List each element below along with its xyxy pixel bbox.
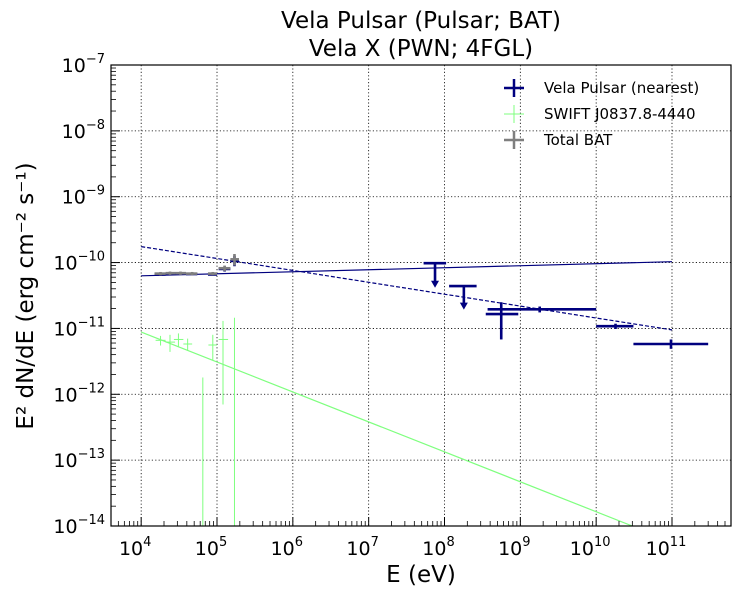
legend-entry-swift: SWIFT J0837.8-4440 [504,105,696,123]
vela-pulsar-nearest-point [633,339,709,349]
legend-label-swift: SWIFT J0837.8-4440 [544,105,696,123]
y-axis-label: E² dN/dE (erg cm⁻² s⁻¹) [13,162,39,429]
vela-pulsar-nearest-fit-dashed [141,246,673,331]
legend: Vela Pulsar (nearest) SWIFT J0837.8-4440… [504,79,699,149]
legend-label-total-bat: Total BAT [543,131,613,149]
swift-j0837-8-4440-point [183,338,193,351]
y-tick-label: 10−7 [62,52,105,77]
x-tick-label: 1011 [646,535,687,560]
y-tick-label: 10−10 [53,250,105,275]
total-bat-point [218,265,231,272]
total-bat-point [175,271,186,275]
swift-j0837-8-4440-point [208,334,218,361]
legend-entry-total-bat: Total BAT [504,131,613,149]
total-bat-point [165,271,176,275]
vela-pulsar-nearest-upper-limit [449,284,477,310]
legend-label-vela-pulsar: Vela Pulsar (nearest) [544,79,699,97]
vela-pulsar-nearest-point [487,306,597,313]
vela-pulsar-nearest-ul-arrowhead [459,302,468,310]
x-tick-label: 108 [422,535,454,560]
total-bat-series [154,253,240,276]
plot-frame [110,64,732,527]
vela-pulsar-nearest-series [154,255,709,349]
total-bat-point [207,271,218,276]
swift-j0837-8-4440-point [155,335,166,346]
vela-pulsar-nearest-point [596,323,634,330]
x-tick-label: 109 [498,535,530,560]
data-series [154,253,709,526]
vela-pulsar-nearest-ul-arrowhead [431,280,440,288]
x-axis-label: E (eV) [386,562,456,588]
x-tick-label: 105 [195,535,227,560]
y-tick-label: 10−8 [62,118,105,143]
vela-pulsar-nearest-upper-limit [423,261,447,288]
y-tick-label: 10−12 [53,381,105,406]
y-tick-label: 10−14 [53,513,105,538]
y-tick-label: 10−9 [62,184,105,209]
fit-lines [140,246,673,526]
vela-pulsar-nearest-fit-solid [141,261,673,277]
x-tick-label: 1010 [570,535,611,560]
swift-j0837-8-4440-series [155,317,235,526]
x-tick-label: 106 [271,535,303,560]
axis-ticks: 104 105 106 107 108 109 1010 1011 10−14 10−13 10−1… [53,52,732,560]
vela-pulsar-nearest-point [485,302,519,340]
total-bat-point [185,271,198,276]
swift-j0837-8-4440-point [173,333,184,348]
x-tick-label: 107 [346,535,378,560]
swift-j0837-8-4440-point [165,334,176,352]
gridlines [111,64,731,527]
chart-title-line-2: Vela X (PWN; 4FGL) [309,36,533,62]
y-tick-label: 10−11 [53,315,105,340]
total-bat-point [230,253,240,266]
swift-j0837-8-4440-fit-solid [140,331,633,526]
swift-j0837-8-4440-point [218,320,229,405]
legend-entry-vela-pulsar: Vela Pulsar (nearest) [504,79,699,97]
y-tick-label: 10−13 [53,447,105,472]
chart-title-line-1: Vela Pulsar (Pulsar; BAT) [281,8,561,34]
x-tick-label: 104 [119,535,151,560]
total-bat-point [154,271,166,276]
